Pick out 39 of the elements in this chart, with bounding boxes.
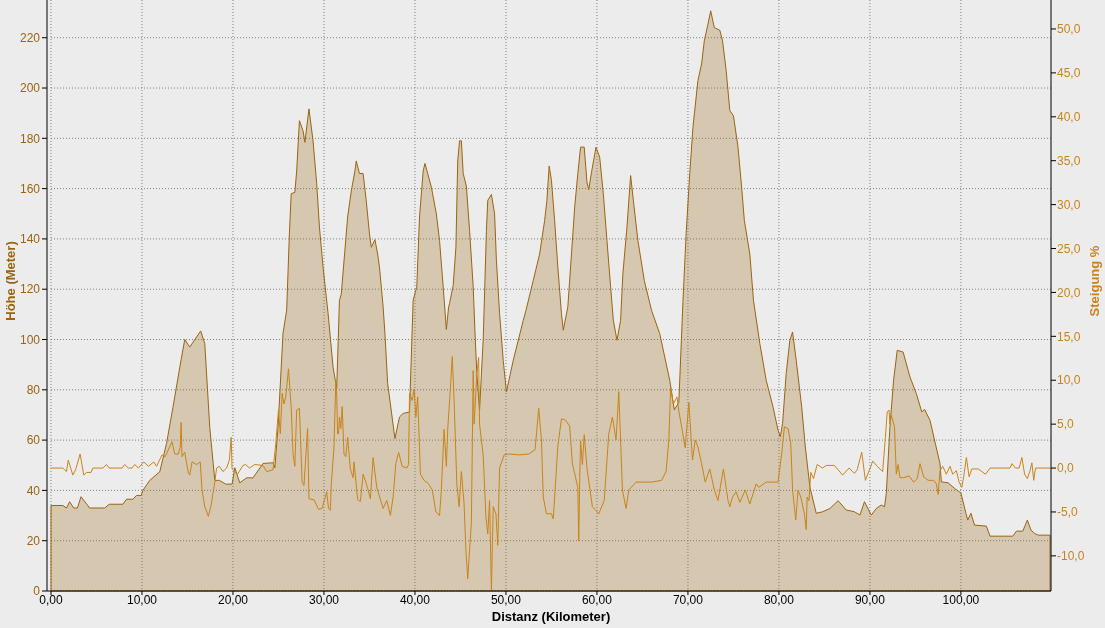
y2-tick-label: 15,0 [1057,329,1081,344]
y-tick-label: 120 [19,282,41,297]
y-tick-label: 220 [19,30,41,45]
y-tick-label: 0 [33,584,41,599]
x-tick-label: 0,00 [39,593,63,607]
y2-tick-label: 30,0 [1057,197,1081,212]
y-tick-label: 60 [26,433,41,448]
y-tick-label: 40 [26,483,41,498]
x-tick-label: 10,00 [126,593,158,607]
y2-tick-label: 10,0 [1057,373,1081,388]
x-tick-label: 40,00 [399,593,431,607]
y-tick-label: 80 [26,383,41,398]
x-tick-label: 60,00 [581,593,613,607]
y2-tick-label: 25,0 [1057,241,1081,256]
x-tick-label: 100,00 [942,593,980,607]
x-tick-label: 90,00 [854,593,886,607]
y-tick-label: 160 [19,181,41,196]
x-tick-label: 50,00 [490,593,522,607]
y2-tick-label: 35,0 [1057,153,1081,168]
y-tick-label: 100 [19,332,41,347]
y2-tick-label: -5,0 [1057,505,1078,520]
y-tick-label: 140 [19,232,41,247]
y-tick-label: 200 [19,81,41,96]
y-axis-title: Höhe (Meter) [3,241,18,321]
y2-axis-title: Steigung % [1087,245,1102,317]
x-tick-label: 70,00 [672,593,704,607]
x-tick-label: 20,00 [217,593,249,607]
x-tick-label: 30,00 [308,593,340,607]
y2-tick-label: 50,0 [1057,22,1081,37]
y2-tick-label: 20,0 [1057,285,1081,300]
y2-tick-label: -10,0 [1057,549,1085,564]
y2-tick-label: 5,0 [1057,417,1075,432]
y-tick-label: 20 [26,533,41,548]
y2-tick-label: 40,0 [1057,109,1081,124]
y2-tick-label: 0,0 [1057,461,1075,476]
x-axis-title: Distanz (Kilometer) [491,609,611,624]
y2-tick-label: 45,0 [1057,66,1081,81]
x-tick-label: 80,00 [763,593,795,607]
y-tick-label: 180 [19,131,41,146]
